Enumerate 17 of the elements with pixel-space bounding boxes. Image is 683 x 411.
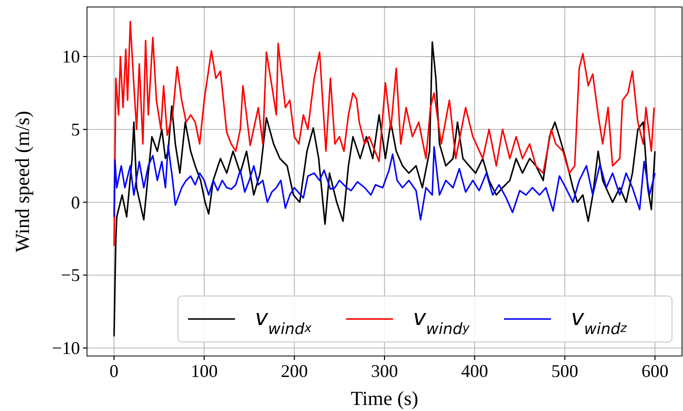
x-axis-title: Time (s) bbox=[350, 388, 418, 410]
x-tick-label: 500 bbox=[551, 361, 578, 381]
x-tick-label: 300 bbox=[371, 361, 398, 381]
y-tick-label: 5 bbox=[71, 119, 80, 140]
line-series bbox=[113, 144, 656, 220]
x-tick-label: 0 bbox=[110, 361, 119, 381]
x-tick-label: 200 bbox=[280, 361, 308, 381]
y-tick-label: 0 bbox=[71, 192, 80, 212]
line-series bbox=[113, 20, 655, 247]
x-tick-label: 600 bbox=[641, 361, 668, 381]
line-series bbox=[113, 41, 656, 338]
x-tick-label: 400 bbox=[461, 361, 488, 381]
y-tick-label: −5 bbox=[60, 265, 80, 286]
y-tick-label: −10 bbox=[52, 338, 80, 358]
y-axis-title: Wind speed (m/s) bbox=[12, 110, 34, 252]
y-tick-label: 10 bbox=[62, 46, 80, 67]
x-tick-label: 100 bbox=[190, 361, 218, 381]
